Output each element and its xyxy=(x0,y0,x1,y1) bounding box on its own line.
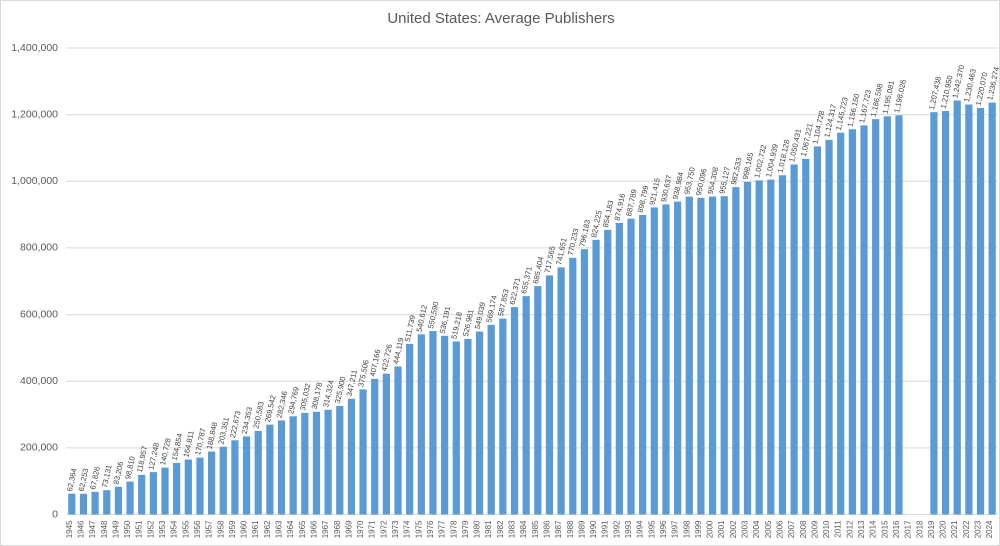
svg-text:2002: 2002 xyxy=(729,520,738,538)
svg-text:2009: 2009 xyxy=(810,520,819,538)
svg-text:1946: 1946 xyxy=(76,520,85,538)
svg-text:2022: 2022 xyxy=(962,520,971,538)
svg-text:2015: 2015 xyxy=(880,520,889,538)
svg-text:2014: 2014 xyxy=(869,520,878,538)
svg-text:600,000: 600,000 xyxy=(20,308,58,320)
svg-text:2016: 2016 xyxy=(892,520,901,538)
svg-text:0: 0 xyxy=(52,508,58,520)
svg-text:1999: 1999 xyxy=(694,520,703,538)
svg-text:282,346: 282,346 xyxy=(275,390,290,419)
svg-text:1,000,000: 1,000,000 xyxy=(11,175,58,187)
svg-text:536,191: 536,191 xyxy=(438,306,453,335)
svg-text:887,789: 887,789 xyxy=(624,188,639,217)
svg-text:1958: 1958 xyxy=(216,520,225,538)
svg-text:1988: 1988 xyxy=(566,520,575,538)
svg-text:1960: 1960 xyxy=(240,520,249,538)
svg-text:1964: 1964 xyxy=(286,520,295,538)
svg-text:1,200,000: 1,200,000 xyxy=(11,108,58,120)
svg-text:1965: 1965 xyxy=(298,520,307,538)
svg-text:1951: 1951 xyxy=(135,520,144,538)
svg-text:2008: 2008 xyxy=(799,520,808,538)
svg-text:400,000: 400,000 xyxy=(20,375,58,387)
svg-text:2010: 2010 xyxy=(822,520,831,538)
svg-text:800,000: 800,000 xyxy=(20,242,58,254)
svg-text:1971: 1971 xyxy=(368,520,377,538)
svg-text:1979: 1979 xyxy=(461,520,470,538)
svg-text:1981: 1981 xyxy=(484,520,493,538)
svg-text:1,400,000: 1,400,000 xyxy=(11,42,58,54)
svg-text:2023: 2023 xyxy=(974,520,983,538)
svg-text:2006: 2006 xyxy=(775,520,784,538)
svg-text:2000: 2000 xyxy=(706,520,715,538)
svg-text:1962: 1962 xyxy=(263,520,272,538)
svg-text:1994: 1994 xyxy=(636,520,645,538)
svg-text:1967: 1967 xyxy=(321,520,330,538)
svg-text:1976: 1976 xyxy=(426,520,435,538)
svg-text:2003: 2003 xyxy=(741,520,750,538)
svg-text:1984: 1984 xyxy=(519,520,528,538)
svg-text:2018: 2018 xyxy=(915,520,924,538)
svg-text:2019: 2019 xyxy=(927,520,936,538)
svg-text:1975: 1975 xyxy=(414,520,423,538)
svg-text:2013: 2013 xyxy=(857,520,866,538)
svg-text:1973: 1973 xyxy=(391,520,400,538)
svg-text:2004: 2004 xyxy=(752,520,761,538)
svg-text:73,131: 73,131 xyxy=(100,464,114,489)
svg-text:1997: 1997 xyxy=(671,520,680,538)
svg-text:2021: 2021 xyxy=(950,520,959,538)
svg-text:2011: 2011 xyxy=(834,520,843,538)
svg-text:1986: 1986 xyxy=(542,520,551,538)
svg-text:1,236,274: 1,236,274 xyxy=(985,66,1000,101)
svg-text:2005: 2005 xyxy=(764,520,773,538)
svg-text:1991: 1991 xyxy=(601,520,610,538)
svg-text:1974: 1974 xyxy=(403,520,412,538)
svg-text:1996: 1996 xyxy=(659,520,668,538)
svg-text:1989: 1989 xyxy=(577,520,586,538)
svg-text:1968: 1968 xyxy=(333,520,342,538)
svg-text:1963: 1963 xyxy=(275,520,284,538)
svg-text:1966: 1966 xyxy=(309,520,318,538)
svg-text:1957: 1957 xyxy=(205,520,214,538)
svg-text:1980: 1980 xyxy=(473,520,482,538)
svg-text:1955: 1955 xyxy=(181,520,190,538)
svg-text:1969: 1969 xyxy=(344,520,353,538)
svg-text:1948: 1948 xyxy=(100,520,109,538)
svg-text:2012: 2012 xyxy=(845,520,854,538)
svg-text:1950: 1950 xyxy=(123,520,132,538)
svg-text:1982: 1982 xyxy=(496,520,505,538)
svg-text:1953: 1953 xyxy=(158,520,167,538)
svg-text:200,000: 200,000 xyxy=(20,442,58,454)
svg-text:1983: 1983 xyxy=(508,520,517,538)
svg-text:1978: 1978 xyxy=(449,520,458,538)
svg-text:2024: 2024 xyxy=(985,520,994,538)
svg-text:1959: 1959 xyxy=(228,520,237,538)
svg-text:1952: 1952 xyxy=(146,520,155,538)
svg-text:1956: 1956 xyxy=(193,520,202,538)
svg-text:1961: 1961 xyxy=(251,520,260,538)
svg-text:1987: 1987 xyxy=(554,520,563,538)
svg-text:2001: 2001 xyxy=(717,520,726,538)
svg-text:2007: 2007 xyxy=(787,520,796,538)
svg-text:2017: 2017 xyxy=(904,520,913,538)
svg-text:1995: 1995 xyxy=(647,520,656,538)
svg-text:1985: 1985 xyxy=(531,520,540,538)
svg-text:222,673: 222,673 xyxy=(228,410,243,439)
svg-text:1970: 1970 xyxy=(356,520,365,538)
svg-text:1990: 1990 xyxy=(589,520,598,538)
svg-text:269,542: 269,542 xyxy=(263,394,278,423)
svg-text:1945: 1945 xyxy=(65,520,74,538)
svg-text:1998: 1998 xyxy=(682,520,691,538)
svg-text:1972: 1972 xyxy=(379,520,388,538)
svg-text:1954: 1954 xyxy=(170,520,179,538)
svg-text:1949: 1949 xyxy=(111,520,120,538)
svg-text:83,206: 83,206 xyxy=(112,461,126,486)
svg-text:1992: 1992 xyxy=(612,520,621,538)
svg-text:2020: 2020 xyxy=(939,520,948,538)
svg-text:1947: 1947 xyxy=(88,520,97,538)
svg-text:1993: 1993 xyxy=(624,520,633,538)
svg-text:874,916: 874,916 xyxy=(613,193,628,222)
svg-text:1977: 1977 xyxy=(438,520,447,538)
